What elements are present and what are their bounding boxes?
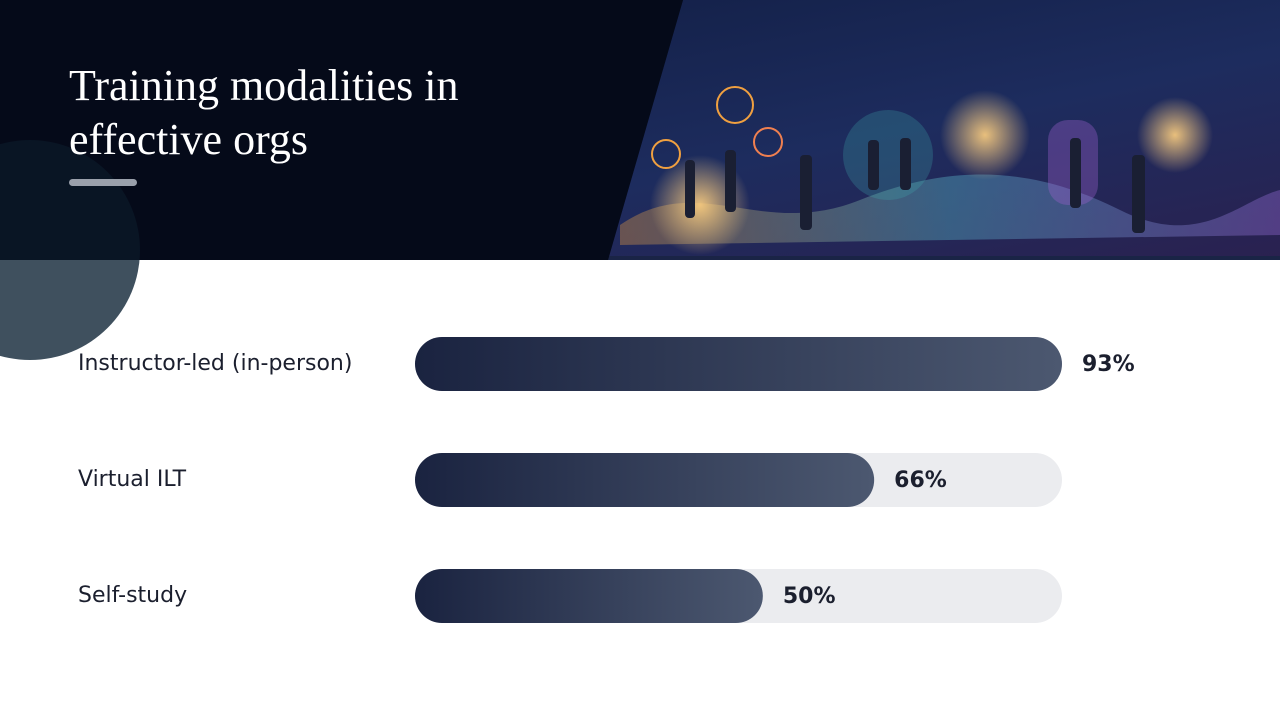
category-label: Virtual ILT [78,467,187,492]
bar [415,453,875,507]
title-line: Training modalities in [69,61,459,110]
value-label: 66% [894,468,947,493]
bar [415,569,763,623]
bar [415,337,1062,391]
category-label: Instructor-led (in-person) [78,351,352,376]
title-line: effective orgs [69,115,308,164]
chart-title: Training modalities in effective orgs [69,61,459,164]
header-banner [0,0,1280,360]
category-label: Self-study [78,583,187,608]
value-label: 50% [783,584,836,609]
value-label: 93% [1082,352,1135,377]
